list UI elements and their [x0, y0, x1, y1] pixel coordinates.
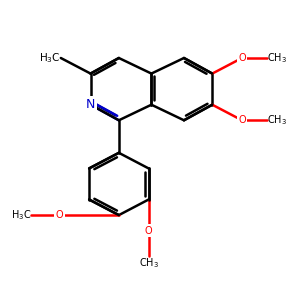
Text: H$_3$C: H$_3$C: [39, 51, 61, 65]
Text: O: O: [238, 115, 246, 125]
Text: CH$_3$: CH$_3$: [268, 51, 287, 65]
Text: O: O: [145, 226, 152, 236]
Text: N: N: [86, 98, 95, 111]
Text: H$_3$C: H$_3$C: [11, 208, 31, 222]
Text: O: O: [238, 53, 246, 63]
Text: CH$_3$: CH$_3$: [268, 113, 287, 127]
Text: O: O: [56, 210, 63, 220]
Text: CH$_3$: CH$_3$: [139, 256, 159, 270]
